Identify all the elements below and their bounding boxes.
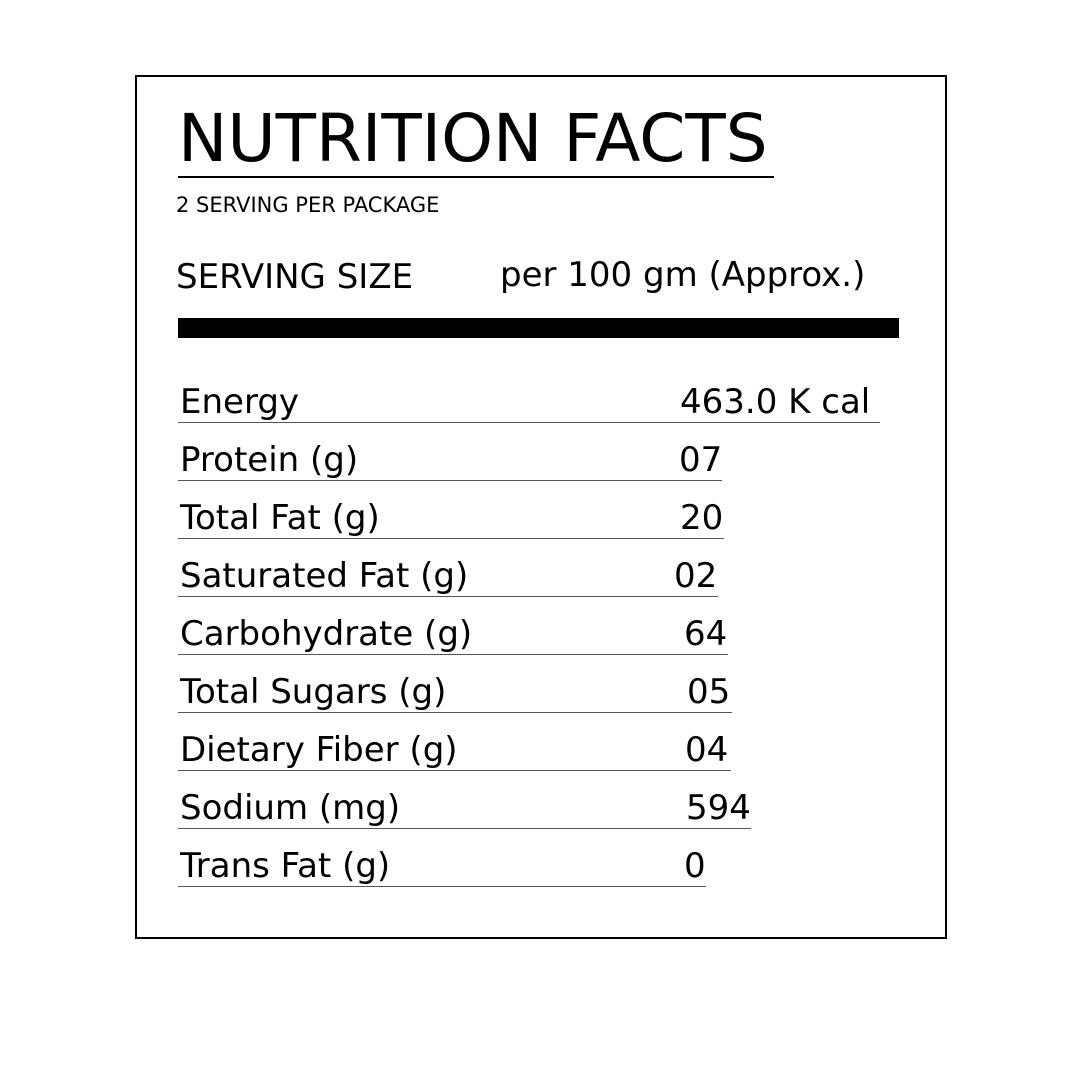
nutrient-value: 594 bbox=[686, 788, 751, 828]
nutrient-name: Protein (g) bbox=[180, 440, 359, 480]
serving-size-label: SERVING SIZE bbox=[176, 257, 414, 297]
nutrient-row-total-sugars: Total Sugars (g) 05 bbox=[178, 672, 732, 713]
nutrient-value: 20 bbox=[680, 498, 724, 538]
nutrient-name: Saturated Fat (g) bbox=[180, 556, 469, 596]
nutrient-row-carbohydrate: Carbohydrate (g) 64 bbox=[178, 614, 728, 655]
nutrient-name: Carbohydrate (g) bbox=[180, 614, 473, 654]
servings-per-package: 2 SERVING PER PACKAGE bbox=[176, 193, 440, 217]
nutrient-value: 64 bbox=[684, 614, 728, 654]
nutrient-name: Trans Fat (g) bbox=[180, 846, 391, 886]
nutrient-row-sodium: Sodium (mg) 594 bbox=[178, 788, 751, 829]
nutrient-row-protein: Protein (g) 07 bbox=[178, 440, 722, 481]
nutrient-value: 05 bbox=[687, 672, 731, 712]
nutrient-row-dietary-fiber: Dietary Fiber (g) 04 bbox=[178, 730, 731, 771]
nutrient-name: Dietary Fiber (g) bbox=[180, 730, 458, 770]
nutrient-row-energy: Energy 463.0 K cal bbox=[178, 382, 880, 423]
nutrient-name: Total Fat (g) bbox=[180, 498, 380, 538]
nutrient-value: 463.0 K cal bbox=[680, 382, 871, 422]
nutrient-name: Energy bbox=[180, 382, 300, 422]
nutrition-facts-title: NUTRITION FACTS bbox=[178, 102, 774, 178]
serving-size-value: per 100 gm (Approx.) bbox=[500, 255, 866, 295]
section-divider-bar bbox=[178, 318, 899, 338]
nutrient-value: 07 bbox=[679, 440, 723, 480]
nutrient-row-trans-fat: Trans Fat (g) 0 bbox=[178, 846, 706, 887]
nutrient-name: Sodium (mg) bbox=[180, 788, 401, 828]
nutrient-row-saturated-fat: Saturated Fat (g) 02 bbox=[178, 556, 718, 597]
nutrient-value: 04 bbox=[685, 730, 729, 770]
nutrition-label-panel bbox=[135, 75, 947, 939]
nutrient-value: 02 bbox=[674, 556, 718, 596]
nutrient-name: Total Sugars (g) bbox=[180, 672, 447, 712]
nutrient-row-total-fat: Total Fat (g) 20 bbox=[178, 498, 724, 539]
nutrient-value: 0 bbox=[684, 846, 706, 886]
